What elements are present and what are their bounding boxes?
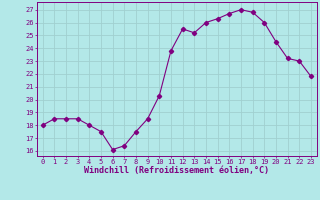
X-axis label: Windchill (Refroidissement éolien,°C): Windchill (Refroidissement éolien,°C) (84, 166, 269, 175)
